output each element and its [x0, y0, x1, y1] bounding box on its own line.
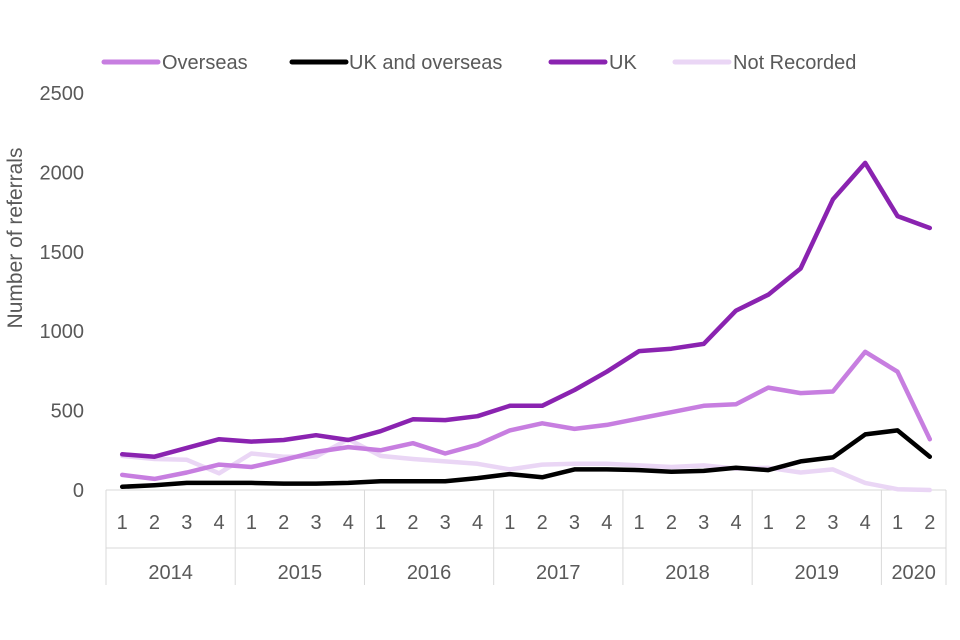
x-tick-quarter-label: 2 — [407, 512, 418, 534]
legend-item: UK — [548, 52, 637, 74]
x-tick-quarter-label: 1 — [634, 512, 645, 534]
x-tick-quarter-label: 3 — [827, 512, 838, 534]
chart-legend: Overseas UK and overseas UK Not Recorded — [101, 52, 856, 74]
x-tick-quarter-label: 4 — [472, 512, 483, 534]
x-tick-year-label: 2015 — [278, 562, 323, 584]
x-tick-year-label: 2019 — [795, 562, 840, 584]
y-tick-label: 0 — [73, 480, 84, 502]
series-line-not-recorded — [119, 436, 933, 493]
x-tick-quarter-label: 3 — [440, 512, 451, 534]
y-tick-label: 500 — [51, 401, 84, 423]
x-tick-quarter-label: 2 — [666, 512, 677, 534]
x-tick-quarter-label: 2 — [278, 512, 289, 534]
series-line-overseas — [119, 349, 933, 482]
x-tick-quarter-label: 3 — [310, 512, 321, 534]
x-tick-quarter-label: 4 — [730, 512, 741, 534]
x-tick-quarter-label: 1 — [117, 512, 128, 534]
x-tick-quarter-label: 1 — [375, 512, 386, 534]
x-tick-quarter-label: 2 — [795, 512, 806, 534]
x-tick-quarter-label: 4 — [214, 512, 225, 534]
legend-item: UK and overseas — [289, 52, 502, 74]
y-axis: 0 500 1000 1500 2000 2500 Number of referrals — [4, 83, 84, 502]
legend-label: UK and overseas — [349, 52, 502, 74]
y-axis-title: Number of referrals — [4, 148, 27, 329]
x-tick-quarter-label: 2 — [537, 512, 548, 534]
x-tick-quarter-label: 4 — [343, 512, 354, 534]
x-tick-year-label: 2018 — [665, 562, 710, 584]
x-tick-year-label: 2014 — [148, 562, 193, 584]
x-tick-quarter-label: 4 — [601, 512, 612, 534]
legend-label: Not Recorded — [733, 52, 856, 74]
y-tick-label: 2000 — [40, 162, 85, 184]
x-tick-quarter-label: 1 — [246, 512, 257, 534]
series-layer — [119, 160, 933, 493]
x-tick-quarter-label: 3 — [181, 512, 192, 534]
legend-label: UK — [609, 52, 637, 74]
series-line-uk — [119, 160, 933, 459]
y-tick-label: 1000 — [40, 321, 85, 343]
y-tick-label: 2500 — [40, 83, 85, 105]
x-tick-quarter-label: 1 — [892, 512, 903, 534]
x-tick-year-label: 2017 — [536, 562, 581, 584]
series-line-uk-and-overseas — [119, 428, 933, 490]
x-tick-quarter-label: 2 — [924, 512, 935, 534]
x-tick-year-label: 2016 — [407, 562, 452, 584]
x-tick-quarter-label: 3 — [698, 512, 709, 534]
x-tick-quarter-label: 1 — [763, 512, 774, 534]
y-tick-label: 1500 — [40, 242, 85, 264]
x-tick-quarter-label: 4 — [860, 512, 871, 534]
legend-label: Overseas — [162, 52, 248, 74]
x-tick-quarter-label: 1 — [504, 512, 515, 534]
legend-item: Not Recorded — [672, 52, 856, 74]
x-tick-quarter-label: 2 — [149, 512, 160, 534]
legend-item: Overseas — [101, 52, 248, 74]
x-tick-year-label: 2020 — [891, 562, 936, 584]
x-tick-quarter-label: 3 — [569, 512, 580, 534]
